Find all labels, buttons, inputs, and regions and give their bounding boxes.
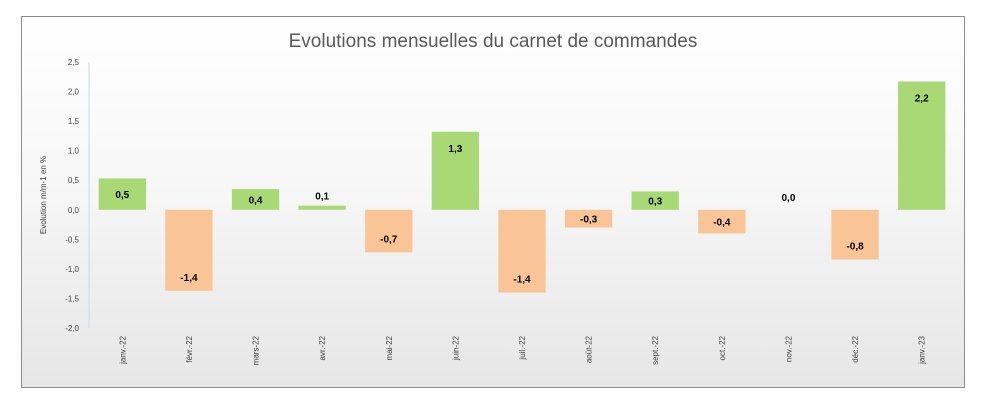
x-axis: janv.-22 févr.-22 mars-22 avr.-22 mai-22 juin… xyxy=(118,335,926,365)
bar xyxy=(365,209,413,253)
chart-frame xyxy=(21,16,965,388)
y-axis: 2,5 2,0 1,5 1,0 0,5 0,0 -0,5 -1,0 -1,5 -2,0 xyxy=(65,58,79,333)
data-labels: 0,5 -1,4 0,4 0,1 -0,7 1,3 -1,4 -0,3 0,3 -0,4 0,0 -0… xyxy=(115,94,929,286)
bar xyxy=(231,189,280,210)
data-label: 0,3 xyxy=(648,197,662,208)
bar xyxy=(165,209,213,291)
x-tick-label: déc.-22 xyxy=(851,335,860,362)
x-tick-label: juil.-22 xyxy=(518,335,527,360)
bar xyxy=(431,131,480,210)
bar xyxy=(498,209,546,293)
bar xyxy=(698,209,746,234)
y-tick-label: 1,0 xyxy=(68,147,80,156)
y-tick-label: 2,5 xyxy=(68,58,80,67)
x-tick-label: oct.-22 xyxy=(718,335,727,360)
data-label: -0,3 xyxy=(580,215,598,226)
data-label: -0,7 xyxy=(380,234,398,245)
data-label: 1,3 xyxy=(448,144,462,155)
data-label: 0,4 xyxy=(249,195,263,206)
chart-title: Evolutions mensuelles du carnet de comma… xyxy=(289,31,698,52)
y-tick-label: 1,5 xyxy=(68,117,80,126)
bar xyxy=(298,205,346,210)
x-tick-label: nov.-22 xyxy=(784,335,793,362)
y-tick-label: -1,0 xyxy=(65,265,79,274)
y-tick-label: -2,0 xyxy=(65,324,79,333)
y-axis-label: Evolution m/m-1 en % xyxy=(39,156,48,234)
bar xyxy=(831,209,879,260)
y-tick-label: 0,0 xyxy=(68,206,80,215)
data-label: 0,1 xyxy=(315,192,329,203)
x-tick-label: sept.-22 xyxy=(651,335,660,364)
y-tick-label: -0,5 xyxy=(65,235,79,244)
x-tick-label: juin-22 xyxy=(451,335,460,361)
data-label: 0,5 xyxy=(115,190,129,201)
x-tick-label: févr.-22 xyxy=(185,335,194,362)
x-tick-label: janv.-22 xyxy=(118,335,127,364)
y-tick-label: 0,5 xyxy=(68,176,80,185)
bar xyxy=(98,178,146,210)
data-label: -0,4 xyxy=(713,218,731,229)
x-tick-label: janv.-23 xyxy=(918,335,927,364)
data-label: -1,4 xyxy=(180,273,198,284)
x-tick-label: août-22 xyxy=(585,335,594,363)
x-tick-label: mars-22 xyxy=(252,335,261,365)
data-label: -1,4 xyxy=(513,275,531,286)
x-tick-label: avr.-22 xyxy=(318,335,327,360)
y-tick-label: 2,0 xyxy=(68,88,80,97)
data-label: -0,8 xyxy=(846,241,864,252)
bar xyxy=(631,191,679,210)
x-tick-label: mai-22 xyxy=(385,335,394,360)
bars xyxy=(98,81,946,293)
data-label: 2,2 xyxy=(915,94,929,105)
bar xyxy=(898,81,946,210)
data-label: 0,0 xyxy=(782,193,796,204)
bar xyxy=(564,209,613,228)
y-tick-label: -1,5 xyxy=(65,294,79,303)
